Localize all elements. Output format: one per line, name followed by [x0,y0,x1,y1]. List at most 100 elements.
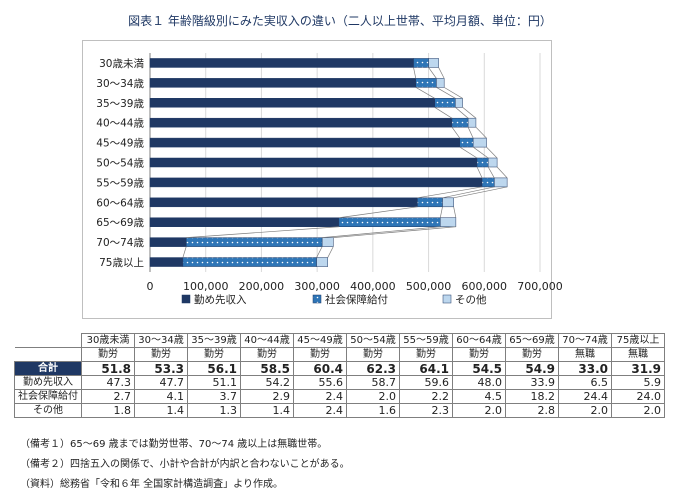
table-status-row: 勤労 勤労 勤労 勤労 勤労 勤労 勤労 勤労 勤労 無職 無職 [14,347,665,362]
legend-label: 勤め先収入 [194,293,247,306]
bar-other [472,137,487,148]
column-header: 60～64歳 [452,333,506,348]
series-connector-line [475,126,487,139]
y-category-label: 65～69歳 [96,217,144,229]
table-cell: 47.7 [134,375,188,390]
series-connector-line [417,186,483,199]
series-connector-line [453,186,508,199]
table-cell: 2.2 [399,389,453,404]
table-cell: 2.0 [346,389,400,404]
table-cell: 54.2 [240,375,294,390]
table-cell: 51.8 [81,361,135,376]
household-type-cell: 勤労 [187,347,241,362]
row-label: 勤め先収入 [14,375,82,390]
bar-social-security [415,78,437,88]
series-connector-line [186,226,339,238]
legend-swatch [312,294,322,304]
household-type-cell: 勤労 [346,347,400,362]
table-cell: 31.9 [611,361,665,376]
column-header: 30～34歳 [134,333,188,348]
x-tick-label: 200,000 [239,280,285,293]
household-type-cell: 勤労 [134,347,188,362]
note-1: （備考１）65～69 歳までは勤労世帯、70～74 歳以上は無職世帯。 [20,439,328,450]
household-type-cell: 勤労 [293,347,347,362]
series-connector-line [496,166,508,179]
table-cell: 2.4 [293,403,347,418]
column-header: 45～49歳 [293,333,347,348]
table-cell: 47.3 [81,375,135,390]
table-cell: 56.1 [187,361,241,376]
legend-label: その他 [455,293,487,306]
column-header: 65～69歳 [505,333,559,348]
x-tick-label: 500,000 [406,280,452,293]
y-category-label: 75歳以上 [99,257,144,269]
series-connector-line [442,186,495,199]
x-tick-label: 600,000 [462,280,508,293]
table-cell: 55.6 [293,375,347,390]
table-cell: 3.7 [187,389,241,404]
table-cell: 18.2 [505,389,559,404]
bar-social-security [417,197,443,208]
series-connector-line [428,67,437,79]
series-connector-line [467,127,474,139]
row-label: その他 [14,403,82,418]
bar-salary [149,157,478,168]
bar-salary [149,137,461,148]
x-tick-label: 0 [147,280,154,293]
bar-salary [149,98,435,108]
table-cell: 1.4 [134,403,188,418]
table-cell: 48.0 [452,375,506,390]
table-cell: 2.3 [399,403,453,418]
table-corner [14,347,82,362]
bar-other [428,58,439,68]
bar-social-security [185,237,323,247]
column-header: 75歳以上 [611,333,665,348]
series-connector-line [434,106,453,119]
table-cell: 2.9 [240,389,294,404]
x-tick-label: 300,000 [294,280,340,293]
table-cell: 4.1 [134,389,188,404]
series-connector-line [487,166,495,179]
x-tick-label: 100,000 [183,280,229,293]
bar-social-security [182,257,317,267]
bar-salary [149,58,414,68]
y-category-label: 30歳未満 [99,58,144,70]
series-connector-line [327,246,334,258]
bar-social-security [451,117,469,128]
table-cell: 2.0 [452,403,506,418]
series-connector-line [455,107,469,119]
table-cell: 62.3 [346,361,400,376]
bar-other [494,177,508,188]
y-category-label: 60～64歳 [96,197,144,209]
household-type-cell: 無職 [558,347,612,362]
table-cell: 53.3 [134,361,188,376]
y-category-label: 50～54歳 [96,158,144,170]
bar-other [455,98,463,108]
series-connector-line [436,87,456,99]
y-category-label: 35～39歳 [96,98,144,110]
series-connector-line [322,226,441,238]
bar-social-security [338,217,441,227]
series-connector-line [439,206,443,218]
bar-other [487,157,498,168]
series-connector-line [338,206,418,219]
data-table: 30歳未満 30～34歳 35～39歳 40～44歳 45～49歳 50～54歳 55～59… [14,333,665,418]
chart-frame [82,40,552,319]
household-type-cell: 勤労 [81,347,135,362]
table-cell: 33.0 [558,361,612,376]
y-category-label: 30～34歳 [96,78,144,90]
bar-salary [149,237,187,247]
table-cell: 33.9 [505,375,559,390]
bar-salary [149,257,184,267]
y-category-label: 45～49歳 [96,138,144,150]
household-type-cell: 勤労 [399,347,453,362]
series-connector-line [486,146,498,159]
series-connector-line [415,87,435,99]
household-type-cell: 勤労 [452,347,506,362]
series-connector-line [182,246,187,258]
bar-salary [149,197,418,208]
chart-title: 図表１ 年齢階級別にみた実収入の違い（二人以上世帯、平均月額、単位：円） [128,14,552,28]
row-label: 社会保障給付 [14,389,82,404]
table-cell: 54.9 [505,361,559,376]
bar-salary [149,217,340,227]
